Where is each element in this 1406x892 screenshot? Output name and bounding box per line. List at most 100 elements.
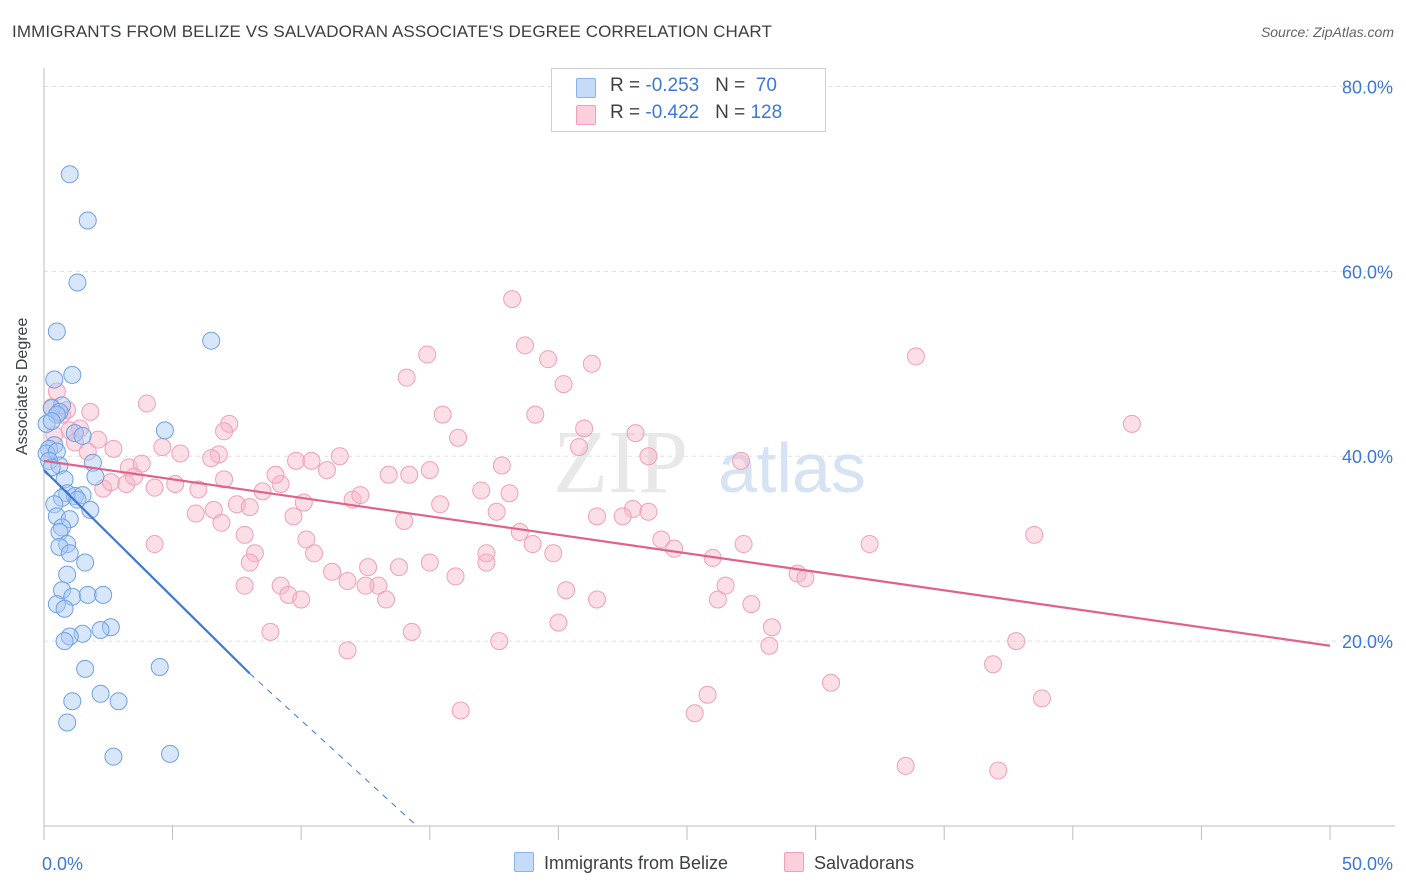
belize-point <box>78 585 97 604</box>
belize-point <box>58 565 77 584</box>
salvadoran-point <box>449 428 468 447</box>
salvadoran-point <box>492 456 511 475</box>
belize-point <box>60 165 79 184</box>
belize-point <box>55 470 74 489</box>
chart-title: IMMIGRANTS FROM BELIZE VS SALVADORAN ASS… <box>12 22 772 41</box>
belize-point <box>101 618 120 637</box>
salvadoran-point <box>732 451 751 470</box>
salvadoran-point <box>989 761 1008 780</box>
salvadoran-point <box>652 530 671 549</box>
belize-point <box>81 500 100 519</box>
salvadoran-point <box>89 430 108 449</box>
salvadoran-point <box>526 405 545 424</box>
salvadoran-point <box>582 354 601 373</box>
belize-point <box>47 322 66 341</box>
belize-point <box>155 421 174 440</box>
salvadoran-point <box>487 502 506 521</box>
salvadorans-trend-line <box>43 459 1331 647</box>
salvadoran-point <box>698 685 717 704</box>
salvadoran-point <box>906 347 925 366</box>
salvadoran-point <box>145 478 164 497</box>
salvadoran-point <box>287 451 306 470</box>
salvadoran-point <box>117 474 136 493</box>
salvadoran-point <box>742 595 761 614</box>
salvadoran-point <box>81 402 100 421</box>
axes <box>43 68 1395 840</box>
belize-point <box>58 713 77 732</box>
salvadoran-point <box>245 544 264 563</box>
salvadoran-point <box>171 444 190 463</box>
belize-point <box>76 553 95 572</box>
salvadoran-point <box>379 465 398 484</box>
salvadoran-point <box>323 562 342 581</box>
belize-point <box>68 490 87 509</box>
y-tick-label: 60.0% <box>1342 262 1393 282</box>
salvadoran-point <box>544 544 563 563</box>
salvadoran-point <box>351 486 370 505</box>
belize-point <box>94 585 113 604</box>
belize-point <box>60 544 79 563</box>
belize-point <box>68 273 87 292</box>
salvadoran-point <box>1007 632 1026 651</box>
salvadoran-point <box>145 535 164 554</box>
salvadoran-point <box>395 511 414 530</box>
salvadoran-point <box>500 484 519 503</box>
salvadoran-point <box>240 553 259 572</box>
salvadoran-point <box>356 576 375 595</box>
salvadoran-point <box>235 525 254 544</box>
salvadoran-point <box>389 558 408 577</box>
belize-point <box>86 467 105 486</box>
salvadoran-point <box>369 576 388 595</box>
salvadoran-point <box>189 480 208 499</box>
stats-legend: R = -0.253 N = 70 R = -0.422 N = 128 <box>551 68 826 132</box>
x-tick-label: 0.0% <box>42 854 83 874</box>
salvadoran-point <box>639 447 658 466</box>
salvadoran-point <box>587 590 606 609</box>
salvadoran-point <box>338 572 357 591</box>
salvadoran-point <box>1025 525 1044 544</box>
salvadoran-point <box>554 375 573 394</box>
belize-points <box>37 165 221 766</box>
salvadoran-point <box>665 539 684 558</box>
salvadoran-point <box>575 419 594 438</box>
salvadoran-point <box>760 636 779 655</box>
salvadoran-point <box>490 632 509 651</box>
watermark: ZIP atlas <box>553 413 866 512</box>
trend-lines <box>43 459 1331 827</box>
bottom-legend-label: Salvadorans <box>814 853 915 873</box>
salvadoran-point <box>557 581 576 600</box>
salvadoran-point <box>240 498 259 517</box>
salvadoran-point <box>762 618 781 637</box>
legend-r-label: R = <box>610 102 646 123</box>
salvadoran-point <box>338 641 357 660</box>
salvadoran-point <box>400 465 419 484</box>
salvadoran-point <box>613 507 632 526</box>
salvadoran-point <box>860 535 879 554</box>
salvadoran-point <box>1122 414 1141 433</box>
bottom-legend-swatch-salvadorans <box>784 852 804 872</box>
salvadoran-point <box>896 756 915 775</box>
bottom-legend-belize: Immigrants from Belize <box>514 852 728 874</box>
salvadoran-point <box>235 576 254 595</box>
source-label: Source: ZipAtlas.com <box>1260 24 1394 40</box>
belize-point <box>161 744 180 763</box>
salvadoran-point <box>984 655 1003 674</box>
bottom-legend-swatch-belize <box>514 852 534 872</box>
salvadoran-point <box>685 704 704 723</box>
tick-labels: 20.0% 40.0% 60.0% 80.0% 0.0% 50.0% <box>42 77 1393 874</box>
belize-point <box>50 456 69 475</box>
legend-r-value: -0.253 <box>645 75 700 96</box>
salvadoran-point <box>716 576 735 595</box>
salvadoran-point <box>822 673 841 692</box>
legend-n-value: 128 <box>750 102 783 123</box>
watermark-zip: ZIP <box>553 413 688 512</box>
legend-n-label: N = <box>715 75 751 96</box>
salvadoran-point <box>549 613 568 632</box>
belize-point <box>73 426 92 445</box>
legend-n-label: N = <box>715 102 751 123</box>
salvadoran-point <box>451 701 470 720</box>
salvadoran-point <box>101 473 120 492</box>
bottom-legend-label: Immigrants from Belize <box>544 853 729 873</box>
salvadoran-point <box>215 422 234 441</box>
